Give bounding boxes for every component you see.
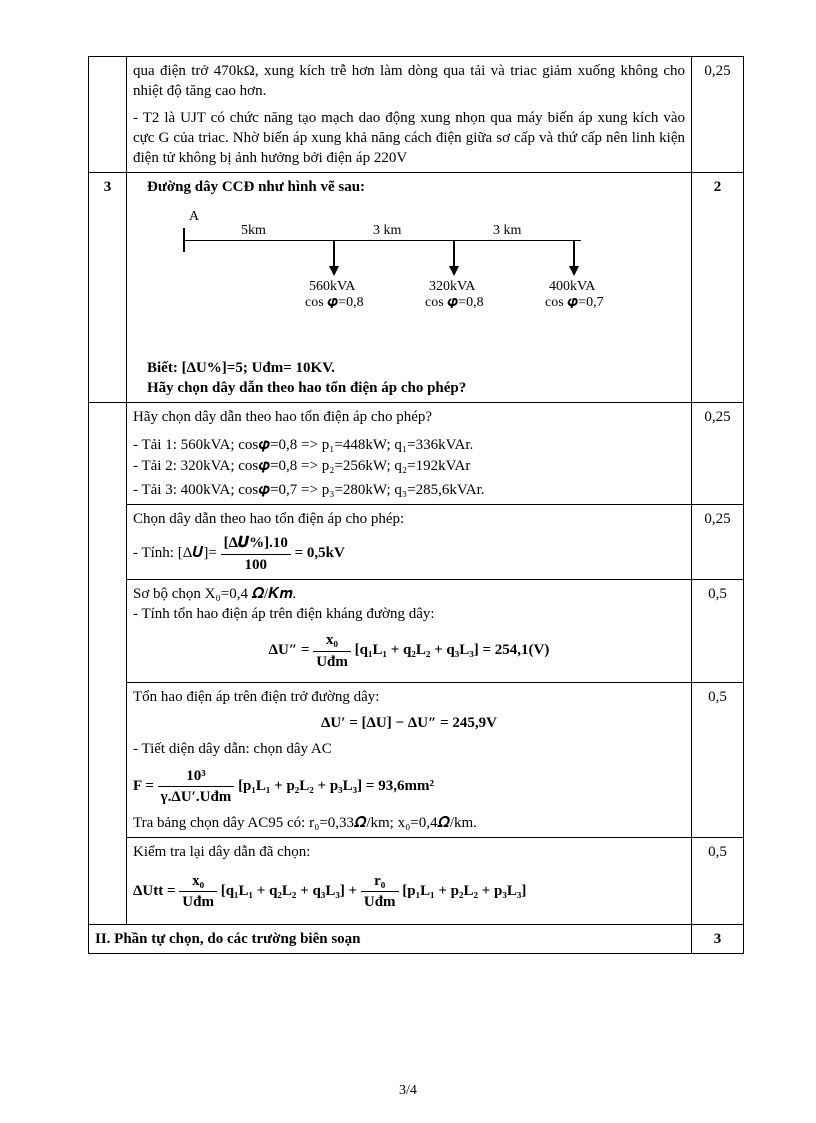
row6-l3: Tra bảng chọn dây AC95 có: r₀=0,33𝜴/km; … bbox=[133, 813, 685, 833]
row4-tinh: - Tính: [Δ𝑼]= bbox=[133, 545, 217, 561]
row3-l2: - Tải 2: 320kVA; cos𝝋=0,8 => p₂=256kW; q… bbox=[133, 456, 685, 476]
diagram-arrow2-head bbox=[449, 266, 459, 276]
row1-num bbox=[89, 57, 127, 173]
diagram-arrow3-stem bbox=[573, 240, 575, 268]
diagram-seg1: 5km bbox=[241, 222, 266, 241]
row7-f1den: Uđm bbox=[179, 892, 217, 912]
row3-num bbox=[89, 403, 127, 925]
row5-l1: Sơ bộ chọn X₀=0,4 𝜴/𝑲𝒎. bbox=[133, 584, 685, 604]
diagram-tick-start bbox=[183, 228, 185, 252]
row8-score: 3 bbox=[692, 925, 744, 954]
row3-content: - Tải 1: 560kVA; cos𝝋=0,8 => p₁=448kW; q… bbox=[127, 431, 692, 504]
row4-den: 100 bbox=[221, 555, 291, 575]
row4-content: Chọn dây dẫn theo hao tổn điện áp cho ph… bbox=[127, 505, 692, 580]
row7-frac1: x₀ Uđm bbox=[179, 871, 217, 913]
row5-content: Sơ bộ chọn X₀=0,4 𝜴/𝑲𝒎. - Tính tổn hao đ… bbox=[127, 579, 692, 682]
row7-fsuffix: [p₁L₁ + p₂L₂ + p₃L₃] bbox=[402, 883, 526, 899]
row7-formula: ΔUtt = x₀ Uđm [q₁L₁ + q₂L₂ + q₃L₃] + r₀ … bbox=[133, 871, 685, 913]
row6-formula2: F = 10³ γ.ΔU′.Uđm [p₁L₁ + p₂L₂ + p₃L₃] =… bbox=[133, 766, 685, 808]
diagram-arrow2-stem bbox=[453, 240, 455, 268]
row3-l1: - Tải 1: 560kVA; cos𝝋=0,8 => p₁=448kW; q… bbox=[133, 435, 685, 455]
row7-content: Kiểm tra lại dây dẫn đã chọn: ΔUtt = x₀ … bbox=[127, 838, 692, 925]
answer-table: qua điện trở 470kΩ, xung kích trễ hơn là… bbox=[88, 56, 744, 954]
row1-content: qua điện trở 470kΩ, xung kích trễ hơn là… bbox=[127, 57, 692, 173]
diagram-seg3: 3 km bbox=[493, 222, 521, 241]
row6-fden: γ.ΔU′.Uđm bbox=[158, 787, 235, 807]
row3-line0: Hãy chọn dây dẫn theo hao tổn điện áp ch… bbox=[127, 403, 692, 432]
row7-f1num: x₀ bbox=[179, 871, 217, 892]
diagram-seg2: 3 km bbox=[373, 222, 401, 241]
row4-eq: = 0,5kV bbox=[295, 545, 345, 561]
row1-p1: qua điện trở 470kΩ, xung kích trễ hơn là… bbox=[133, 61, 685, 102]
row7-l1: Kiểm tra lại dây dẫn đã chọn: bbox=[133, 842, 685, 862]
row5-frac: x₀ Uđm bbox=[313, 630, 351, 672]
row6-score: 0,5 bbox=[692, 682, 744, 838]
row5-score: 0,5 bbox=[692, 579, 744, 682]
row6-frac: 10³ γ.ΔU′.Uđm bbox=[158, 766, 235, 808]
diagram-n2b: cos 𝝋=0,8 bbox=[425, 294, 484, 313]
row5-formula: ΔU″ = x₀ Uđm [q₁L₁ + q₂L₂ + q₃L₃] = 254,… bbox=[133, 630, 685, 672]
row2-title: Đường dây CCĐ như hình vẽ sau: bbox=[133, 177, 685, 197]
ccd-diagram: A 5km 3 km 3 km 560kVA cos 𝝋=0,8 320kVA … bbox=[173, 208, 613, 328]
row2-ask: Hãy chọn dây dẫn theo hao tổn điện áp ch… bbox=[133, 378, 685, 398]
row4-num: [Δ𝑼%].10 bbox=[221, 533, 291, 554]
row2-score: 2 bbox=[692, 173, 744, 403]
row2-given: Biết: [ΔU%]=5; Uđm= 10KV. bbox=[133, 358, 685, 378]
row6-fnum: 10³ bbox=[158, 766, 235, 787]
row5-fsuffix: [q₁L₁ + q₂L₂ + q₃L₃] = 254,1(V) bbox=[355, 642, 550, 658]
row3-score: 0,25 bbox=[692, 403, 744, 505]
row4-score: 0,25 bbox=[692, 505, 744, 580]
row7-f2den: Uđm bbox=[361, 892, 399, 912]
row5-fprefix: ΔU″ = bbox=[269, 642, 310, 658]
row5-fden: Uđm bbox=[313, 652, 351, 672]
diagram-arrow1-stem bbox=[333, 240, 335, 268]
row7-f2num: r₀ bbox=[361, 871, 399, 892]
row7-fmid: [q₁L₁ + q₂L₂ + q₃L₃] + bbox=[221, 883, 357, 899]
row7-fprefix: ΔUtt = bbox=[133, 883, 176, 899]
row5-fnum: x₀ bbox=[313, 630, 351, 651]
row6-l1: Tổn hao điện áp trên điện trở đường dây: bbox=[133, 687, 685, 707]
row6-fsuffix: [p₁L₁ + p₂L₂ + p₃L₃] = 93,6mm² bbox=[238, 778, 434, 794]
page-number: 3/4 bbox=[0, 1083, 816, 1099]
diagram-arrow1-head bbox=[329, 266, 339, 276]
row1-score: 0,25 bbox=[692, 57, 744, 173]
row6-fprefix: F = bbox=[133, 778, 154, 794]
row6-content: Tổn hao điện áp trên điện trở đường dây:… bbox=[127, 682, 692, 838]
row2-content: Đường dây CCĐ như hình vẽ sau: A 5km 3 k… bbox=[127, 173, 692, 403]
diagram-arrow3-head bbox=[569, 266, 579, 276]
row7-score: 0,5 bbox=[692, 838, 744, 925]
row2-num: 3 bbox=[89, 173, 127, 403]
diagram-A: A bbox=[189, 208, 199, 227]
row4-frac: [Δ𝑼%].10 100 bbox=[221, 533, 291, 575]
diagram-n3b: cos 𝝋=0,7 bbox=[545, 294, 604, 313]
row1-p2: - T2 là UJT có chức năng tạo mạch dao độ… bbox=[133, 108, 685, 169]
row6-l2: - Tiết diện dây dẫn: chọn dây AC bbox=[133, 739, 685, 759]
row7-frac2: r₀ Uđm bbox=[361, 871, 399, 913]
row8-text: II. Phần tự chọn, do các trường biên soạ… bbox=[89, 925, 692, 954]
row6-f1: ΔU′ = [ΔU] − ΔU″ = 245,9V bbox=[133, 713, 685, 733]
row5-l2: - Tính tổn hao điện áp trên điện kháng đ… bbox=[133, 604, 685, 624]
row4-l1: Chọn dây dẫn theo hao tổn điện áp cho ph… bbox=[133, 509, 685, 529]
row3-l3: - Tải 3: 400kVA; cos𝝋=0,7 => p₃=280kW; q… bbox=[133, 480, 685, 500]
diagram-n1b: cos 𝝋=0,8 bbox=[305, 294, 364, 313]
